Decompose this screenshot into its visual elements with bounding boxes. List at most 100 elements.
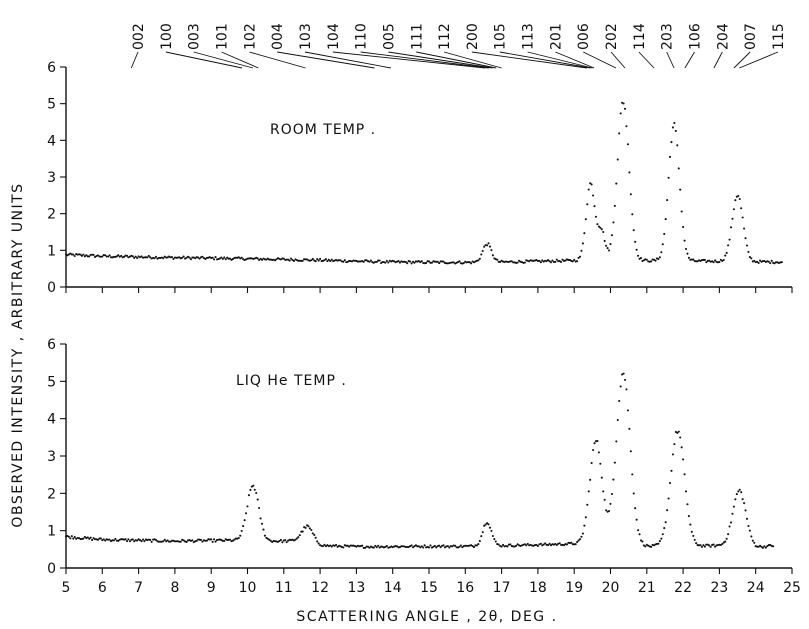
data-point: [201, 255, 204, 258]
data-point: [639, 539, 643, 542]
data-point: [439, 260, 442, 263]
data-point: [147, 254, 150, 257]
data-point: [72, 253, 75, 256]
reflection-202: 202: [604, 23, 626, 69]
data-point: [725, 251, 728, 255]
data-point: [211, 256, 214, 259]
data-point: [770, 259, 773, 262]
reflection-100: 100: [159, 23, 243, 69]
data-point: [488, 245, 492, 248]
y-tick-label: 3: [47, 449, 56, 465]
x-tick-label: 17: [493, 580, 511, 596]
data-point: [676, 431, 679, 434]
data-point: [350, 544, 354, 547]
data-point: [115, 255, 118, 258]
data-point: [452, 261, 455, 264]
data-point: [185, 540, 188, 544]
data-point: [635, 518, 638, 521]
data-point: [249, 488, 252, 492]
data-point: [117, 254, 120, 257]
data-point: [581, 242, 584, 245]
data-point: [398, 261, 402, 264]
data-point: [623, 107, 627, 110]
data-point: [738, 197, 741, 201]
reflection-leader: [610, 51, 626, 69]
data-point: [644, 545, 647, 548]
y-axis-title: OBSERVED INTENSITY , ARBITRARY UNITS: [10, 182, 26, 527]
data-point: [510, 260, 513, 263]
data-point: [268, 258, 271, 261]
data-point: [256, 257, 259, 260]
data-point: [737, 194, 740, 197]
data-point: [433, 544, 436, 547]
data-point: [761, 546, 765, 549]
data-point: [769, 262, 772, 265]
data-point: [114, 537, 117, 541]
data-point: [369, 259, 372, 262]
data-point: [580, 249, 583, 252]
data-point: [377, 544, 380, 547]
data-point: [729, 226, 733, 229]
data-point: [555, 544, 558, 547]
data-point: [243, 519, 246, 522]
data-point: [558, 542, 561, 545]
data-point: [690, 530, 693, 533]
data-point: [480, 535, 483, 538]
data-point: [247, 494, 250, 497]
data-point: [475, 544, 478, 547]
data-point: [317, 542, 320, 545]
data-point: [82, 537, 85, 540]
data-point: [639, 257, 643, 260]
data-point: [317, 259, 320, 262]
data-point: [140, 255, 143, 258]
data-point: [487, 523, 490, 526]
data-point: [713, 545, 717, 548]
data-point: [197, 256, 200, 259]
data-point: [343, 259, 346, 262]
data-point: [205, 539, 208, 542]
data-point: [703, 258, 706, 262]
data-point: [523, 261, 526, 264]
data-point: [741, 216, 744, 219]
data-point: [500, 545, 503, 548]
data-point: [619, 112, 622, 115]
data-point: [220, 256, 223, 259]
data-point: [753, 541, 756, 544]
data-point: [295, 537, 298, 540]
data-point: [486, 522, 489, 525]
reflection-leader: [638, 51, 655, 69]
data-point: [478, 540, 481, 543]
data-point: [490, 529, 493, 532]
y-tick-label: 0: [47, 280, 56, 296]
data-point: [285, 541, 288, 544]
data-point: [596, 440, 599, 443]
data-point: [615, 182, 618, 185]
data-point: [480, 253, 483, 256]
data-point: [188, 256, 191, 259]
data-point: [435, 546, 438, 549]
data-point: [490, 249, 493, 252]
data-point: [358, 260, 361, 263]
data-point: [496, 258, 499, 261]
data-point: [747, 524, 750, 528]
data-point: [587, 490, 590, 493]
reflection-leader: [193, 51, 254, 69]
data-point: [470, 262, 473, 265]
reflection-label: 115: [771, 23, 787, 50]
data-point: [88, 537, 91, 540]
data-point: [548, 542, 551, 545]
data-point: [528, 260, 531, 263]
data-point: [384, 261, 387, 264]
x-tick-label: 24: [747, 580, 765, 596]
y-tick-label: 3: [47, 170, 56, 186]
y-tick-label: 1: [47, 243, 56, 259]
data-point: [635, 248, 638, 251]
data-point: [526, 542, 529, 545]
reflection-label: 003: [187, 23, 203, 50]
data-point: [745, 244, 749, 247]
reflection-leader: [499, 51, 591, 69]
x-tick-label: 15: [420, 580, 438, 596]
reflection-112: 112: [437, 23, 502, 69]
data-point: [774, 261, 778, 264]
data-point: [199, 538, 203, 541]
